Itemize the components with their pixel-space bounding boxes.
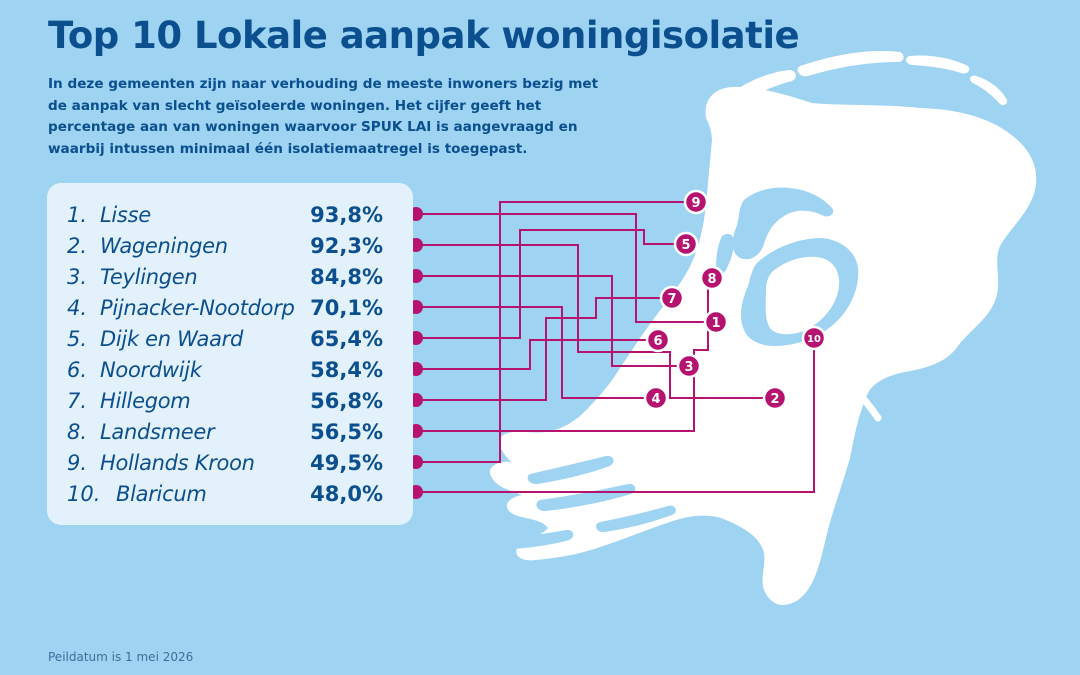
svg-text:9: 9 bbox=[691, 196, 700, 211]
map-marker-10: 10 bbox=[801, 325, 827, 351]
ijsselmeer bbox=[732, 187, 834, 260]
municipality-name: Hollands Kroon bbox=[100, 451, 255, 475]
percentage-value: 49,5% bbox=[310, 451, 383, 475]
percentage-value: 48,0% bbox=[310, 482, 383, 506]
ranking-row-5: 5. Dijk en Waard 65,4% bbox=[47, 323, 413, 354]
map-marker-8: 8 bbox=[699, 265, 725, 291]
percentage-value: 65,4% bbox=[310, 327, 383, 351]
rank-number: 2. bbox=[67, 234, 88, 258]
map-markers: 1 2 3 4 5 6 7 8 bbox=[643, 189, 827, 411]
map-marker-1: 1 bbox=[703, 309, 729, 335]
rank-number: 1. bbox=[67, 203, 88, 227]
ranking-panel: 1. Lisse 93,8% 2. Wageningen 92,3% 3. Te… bbox=[47, 183, 413, 525]
percentage-value: 56,8% bbox=[310, 389, 383, 413]
svg-text:2: 2 bbox=[770, 392, 779, 407]
municipality-name: Blaricum bbox=[116, 482, 207, 506]
island-curls bbox=[844, 378, 882, 422]
svg-text:1: 1 bbox=[711, 316, 720, 331]
municipality-name: Teylingen bbox=[100, 265, 198, 289]
municipality-name: Noordwijk bbox=[100, 358, 202, 382]
percentage-value: 92,3% bbox=[310, 234, 383, 258]
map-marker-3: 3 bbox=[676, 353, 702, 379]
intro-text: In deze gemeenten zijn naar verhouding d… bbox=[48, 76, 599, 157]
ranking-row-1: 1. Lisse 93,8% bbox=[47, 199, 413, 230]
rank-number: 5. bbox=[67, 327, 88, 351]
municipality-name: Lisse bbox=[100, 203, 151, 227]
map-marker-4: 4 bbox=[643, 385, 669, 411]
municipality-name: Landsmeer bbox=[100, 420, 215, 444]
ranking-row-9: 9. Hollands Kroon 49,5% bbox=[47, 447, 413, 478]
zeeland-inlets bbox=[496, 455, 676, 551]
connector-2 bbox=[416, 244, 775, 399]
ranking-row-8: 8. Landsmeer 56,5% bbox=[47, 416, 413, 447]
connector-3 bbox=[416, 275, 689, 367]
rank-number: 9. bbox=[67, 451, 88, 475]
svg-text:5: 5 bbox=[681, 238, 690, 253]
ranking-row-7: 7. Hillegom 56,8% bbox=[47, 385, 413, 416]
flevoland bbox=[765, 256, 840, 335]
svg-text:8: 8 bbox=[707, 272, 716, 287]
rank-number: 3. bbox=[67, 265, 88, 289]
noord-holland-inlet bbox=[716, 234, 734, 274]
svg-text:4: 4 bbox=[651, 392, 660, 407]
footnote: Peildatum is 1 mei 2026 bbox=[48, 650, 194, 664]
rank-number: 10. bbox=[67, 482, 101, 506]
connector-5 bbox=[416, 229, 686, 339]
mainland bbox=[489, 86, 1037, 605]
connector-1 bbox=[416, 213, 716, 323]
municipality-name: Hillegom bbox=[100, 389, 191, 413]
rank-number: 8. bbox=[67, 420, 88, 444]
map-marker-9: 9 bbox=[683, 189, 709, 215]
ranking-row-10: 10. Blaricum 48,0% bbox=[47, 478, 413, 509]
ranking-row-3: 3. Teylingen 84,8% bbox=[47, 261, 413, 292]
map-marker-2: 2 bbox=[762, 385, 788, 411]
percentage-value: 93,8% bbox=[310, 203, 383, 227]
municipality-name: Pijnacker-Nootdorp bbox=[100, 296, 295, 320]
svg-text:10: 10 bbox=[807, 334, 821, 345]
rank-number: 4. bbox=[67, 296, 88, 320]
percentage-value: 70,1% bbox=[310, 296, 383, 320]
municipality-name: Dijk en Waard bbox=[100, 327, 243, 351]
percentage-value: 56,5% bbox=[310, 420, 383, 444]
svg-text:3: 3 bbox=[684, 360, 693, 375]
svg-text:6: 6 bbox=[653, 334, 662, 349]
ranking-row-6: 6. Noordwijk 58,4% bbox=[47, 354, 413, 385]
connector-10 bbox=[416, 338, 815, 493]
map-marker-6: 6 bbox=[645, 327, 671, 353]
connector-6 bbox=[416, 339, 658, 370]
percentage-value: 58,4% bbox=[310, 358, 383, 382]
map-marker-5: 5 bbox=[673, 231, 699, 257]
connector-4 bbox=[416, 306, 656, 399]
svg-text:7: 7 bbox=[667, 292, 676, 307]
connector-7 bbox=[416, 297, 672, 401]
percentage-value: 84,8% bbox=[310, 265, 383, 289]
ranking-row-2: 2. Wageningen 92,3% bbox=[47, 230, 413, 261]
municipality-name: Wageningen bbox=[100, 234, 228, 258]
connector-lines bbox=[416, 201, 815, 493]
rank-number: 7. bbox=[67, 389, 88, 413]
connector-9 bbox=[416, 201, 696, 463]
ranking-row-4: 4. Pijnacker-Nootdorp 70,1% bbox=[47, 292, 413, 323]
page-title: Top 10 Lokale aanpak woningisolatie bbox=[48, 14, 800, 57]
rank-number: 6. bbox=[67, 358, 88, 382]
map-marker-7: 7 bbox=[659, 285, 685, 311]
